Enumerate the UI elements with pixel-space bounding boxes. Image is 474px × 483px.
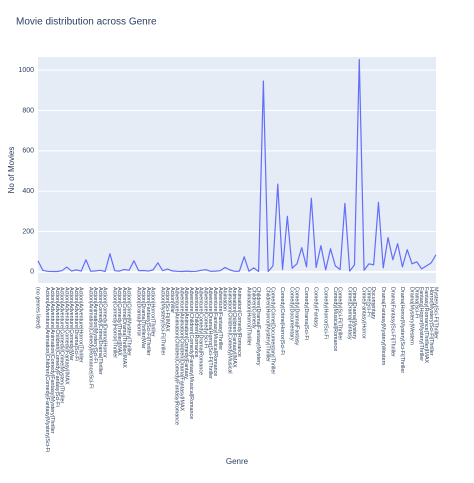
x-tick-label: Adventure|Animation|Children|Comedy|Fant… xyxy=(174,287,180,425)
x-tick-label: Action|Crime|Mystery|Thriller xyxy=(126,287,132,356)
x-tick-label: Action|Sci-Fi|IMAX xyxy=(164,287,170,332)
x-tick-label: Action|Adventure|Comedy|Crime|Mystery|Th… xyxy=(59,287,65,404)
x-tick-label: Adventure|Comedy|Sci-Fi xyxy=(202,287,208,348)
x-tick-label: Comedy|Drama|Fantasy xyxy=(294,287,300,346)
x-tick-label: Animation|Horror|Thriller xyxy=(246,287,252,346)
x-tick-label: Action|Horror|Thriller xyxy=(150,287,156,337)
x-tick-label: Fantasy|Romance|Thriller|IMAX xyxy=(423,287,429,364)
x-tick-label: Crime|Drama|Fantasy xyxy=(346,287,352,340)
x-tick-label: Animation|Children|Fantasy|IMAX xyxy=(231,287,237,368)
x-tick-label: Comedy|Sci-Fi|Thriller xyxy=(337,287,343,340)
chart-title: Movie distribution across Genre xyxy=(16,17,157,28)
x-tick-label: Action|Fantasy|Sci-Fi|Thriller xyxy=(145,287,151,356)
x-tick-label: Action|Animation|Mystery|Sci-Fi xyxy=(92,287,98,363)
x-tick-label: Action|Adventure|Comedy|Fantasy|IMAX xyxy=(63,287,69,385)
x-tick-label: Animation|Comedy|Romance xyxy=(236,287,242,357)
line xyxy=(37,58,437,273)
x-tick-label: Action|Crime|Drama|Thriller|IMAX xyxy=(121,287,127,368)
x-tick-label: Drama|Fantasy|Sci-Fi|Thriller xyxy=(389,287,395,357)
x-tick-label: Adventure|Children|Romance xyxy=(193,287,199,358)
y-tick-label: 1000 xyxy=(18,67,34,74)
x-tick-label: Comedy|Crime|Horror|Sci-Fi xyxy=(279,287,285,355)
x-tick-label: Action|Adventure|Horror|Thriller xyxy=(78,287,84,363)
x-tick-label: Action|Comedy|Horror|Thriller xyxy=(111,287,117,358)
x-tick-label: Action|Mystery|Sci-Fi|Thriller xyxy=(159,287,165,356)
x-tick-label: Action|Adventure|Animation|Comedy|Fantas… xyxy=(49,287,55,434)
x-tick-label: Crime|Fantasy|Horror xyxy=(361,287,367,339)
x-tick-label: Action|Drama|Horror xyxy=(135,287,141,336)
x-tick-label: Comedy|Fantasy xyxy=(313,287,319,328)
x-tick-label: Action|Adventure|Children|Comedy|Fantasy… xyxy=(54,287,60,407)
x-tick-label: (no genres listed) xyxy=(35,287,41,329)
x-tick-label: Horror|Mystery|Sci-Fi|Thriller xyxy=(428,287,434,356)
x-tick-label: Action|Adventure|Comedy|War xyxy=(68,287,74,361)
x-tick-label: Children|Drama|Fantasy|Mystery xyxy=(255,287,261,366)
x-tick-label: Action|Adventure|Drama|Sci-Fi xyxy=(73,287,79,361)
x-tick-label: Animation xyxy=(222,287,228,311)
x-tick-label: Comedy|Musical|Romance xyxy=(332,287,338,351)
x-tick-label: Adventure|Fantasy|Musical|Romance xyxy=(212,287,218,376)
x-tick-label: Mystery|Sci-Fi|Thriller xyxy=(433,287,439,339)
grid xyxy=(38,69,436,273)
x-tick-label: Adventure|Comedy|Drama|Romance xyxy=(198,287,204,375)
y-tick-label: 800 xyxy=(22,107,34,114)
x-tick-label: Drama|Fantasy|Mystery|Western xyxy=(380,287,386,365)
x-tick-label: Action|Animation|Comedy|Romance|Sci-Fi xyxy=(87,287,93,388)
x-tick-label: Comedy|Drama|Sci-Fi xyxy=(303,287,309,340)
x-tick-label: Adventure|Children|Comedy|Fantasy|Musica… xyxy=(188,287,194,419)
x-tick-label: Drama|Sci-Fi xyxy=(413,287,419,318)
x-tick-label: Adventure|Fantasy|Thriller xyxy=(217,287,223,350)
x-tick-label: Children|Comedy xyxy=(250,287,256,329)
x-tick-label: Animation|Children|Comedy|Musical xyxy=(226,287,232,374)
x-tick-label: Children|Horror|Mystery|Thriller xyxy=(265,287,271,362)
x-tick-label: Adventure|Animation|Children|Drama|Fanta… xyxy=(178,287,184,412)
y-tick-label: 600 xyxy=(22,148,34,155)
y-tick-label: 200 xyxy=(22,228,34,235)
y-tick-label: 400 xyxy=(22,188,34,195)
plot-area xyxy=(38,57,436,283)
y-tick-label: 0 xyxy=(30,269,34,276)
y-axis-label: No of Movies xyxy=(7,147,16,194)
x-tick-label: Action|Comedy|Crime|Drama|Thriller xyxy=(97,287,103,375)
x-tick-label: Adventure|Animation|Comedy|Fantasy xyxy=(183,287,189,379)
x-axis-label: Genre xyxy=(226,457,249,466)
x-tick-label: Fantasy|Horror|Mystery|Thriller xyxy=(418,287,424,361)
x-tick-label: Crime|Drama|Mystery xyxy=(351,287,357,340)
x-tick-label: Action|Comedy|Drama|Horror xyxy=(102,287,108,358)
x-tick-label: Drama|Horror|Mystery|Sci-Fi|Thriller xyxy=(399,287,405,373)
x-tick-label: Adventure|Drama|Horror|Sci-Fi|Thriller xyxy=(207,287,213,379)
x-tick-label: Comedy|Crime|Documentary|Thriller xyxy=(270,287,276,374)
x-tick-label: Action|War xyxy=(169,287,175,313)
x-tick-label: Crime|Sci-Fi xyxy=(365,287,371,317)
x-tick-label: Comedy|Horror|Sci-Fi xyxy=(322,287,328,339)
x-tick-label: Action|Comedy|Thriller|IMAX xyxy=(116,287,122,356)
x-tick-label: Action|Adventure|Animation|Children|Come… xyxy=(44,287,50,452)
x-tick-label: Documentary xyxy=(370,287,376,319)
x-tick-label: Drama|Mystery|Western xyxy=(409,287,415,345)
x-tick-label: Action|Drama|Thriller|War xyxy=(140,287,146,349)
x-tick-label: Comedy|Documentary xyxy=(289,287,295,341)
